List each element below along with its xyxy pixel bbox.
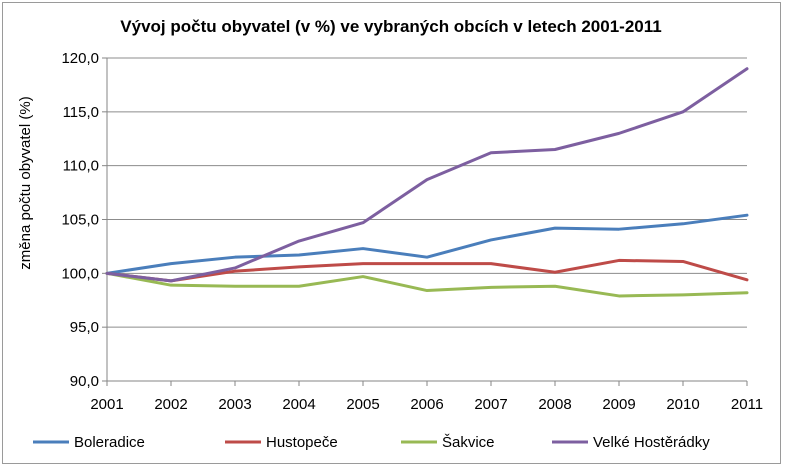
series-line-1 (105, 258, 749, 283)
series-layer (105, 67, 749, 298)
chart-title: Vývoj počtu obyvatel (v %) ve vybraných … (120, 17, 661, 36)
x-tick-label-3: 2004 (282, 396, 315, 413)
series-line-0 (105, 213, 749, 275)
x-tick-label-1: 2002 (154, 396, 187, 413)
x-tick-label-0: 2001 (90, 396, 123, 413)
x-tick-label-6: 2007 (474, 396, 507, 413)
chart-frame: Vývoj počtu obyvatel (v %) ve vybraných … (2, 2, 781, 464)
y-tick-label-6: 120,0 (61, 50, 99, 67)
legend-label-0: Boleradice (74, 434, 145, 451)
x-tick-label-8: 2009 (602, 396, 635, 413)
y-tick-label-2: 100,0 (61, 265, 99, 282)
x-tick-label-10: 2011 (731, 396, 763, 413)
legend-label-3: Velké Hostěrádky (593, 434, 710, 451)
line-chart: Vývoj počtu obyvatel (v %) ve vybraných … (17, 17, 763, 451)
axes-layer: 90,0 95,0 100,0 105,0 110,0 115,0 120,0 2001 200… (61, 50, 763, 413)
legend-label-1: Hustopeče (266, 434, 338, 451)
y-tick-label-0: 90,0 (70, 373, 99, 390)
legend: Boleradice Hustopeče Šakvice Velké Hostěrád… (33, 434, 710, 451)
x-tick-label-7: 2008 (538, 396, 571, 413)
x-tick-label-9: 2010 (666, 396, 699, 413)
x-tick-label-2: 2003 (218, 396, 251, 413)
x-tick-label-4: 2005 (346, 396, 379, 413)
x-tick-label-5: 2006 (410, 396, 443, 413)
y-tick-label-1: 95,0 (70, 319, 99, 336)
y-tick-label-3: 105,0 (61, 212, 99, 229)
y-axis-label: změna počtu obyvatel (%) (17, 96, 34, 269)
y-tick-label-4: 110,0 (63, 158, 99, 175)
y-tick-label-5: 115,0 (63, 104, 99, 121)
legend-label-2: Šakvice (442, 434, 495, 451)
series-line-3 (105, 67, 749, 283)
series-line-2 (105, 271, 749, 298)
